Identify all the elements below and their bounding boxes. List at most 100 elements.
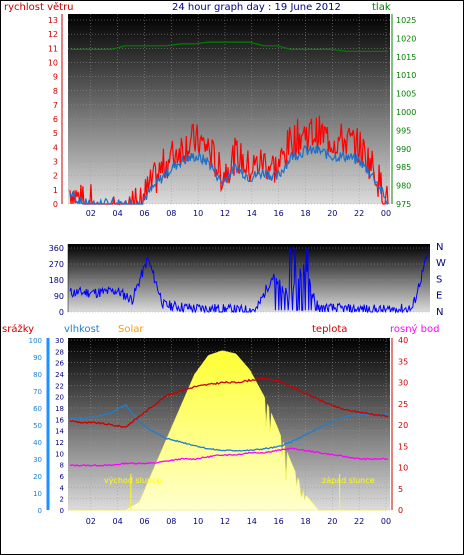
climate-panel-x-ticks: 02 04 06 08 10 12 14 16 18 20 22 00 xyxy=(86,517,391,526)
humidity-series xyxy=(69,403,388,452)
wind-tick-label: 2 xyxy=(53,172,58,181)
sunrise-label: východ slunce xyxy=(104,476,161,485)
wind-panel-x-ticks: 02 04 06 08 10 12 14 16 18 20 22 00 xyxy=(86,209,391,218)
wind-tick-label: 1 xyxy=(53,186,58,195)
x-tick-label: 06 xyxy=(139,517,149,526)
rain-tick-label: 90 xyxy=(33,354,42,362)
wind-tick-label: 6 xyxy=(53,115,58,124)
wind-tick-label: 7 xyxy=(53,101,58,110)
x-tick-label: 12 xyxy=(220,517,230,526)
x-tick-label: 18 xyxy=(300,517,310,526)
temperature-tick-label: 20 xyxy=(398,421,408,430)
x-tick-label: 10 xyxy=(193,517,203,526)
temperature-tick-label: 40 xyxy=(398,336,408,345)
temperature-tick-label: 0 xyxy=(398,506,403,515)
humidity-tick-label: 8 xyxy=(60,462,64,470)
rain-tick-label: 10 xyxy=(33,490,42,498)
direction-tick-label: 270 xyxy=(49,260,64,269)
wind-panel-series xyxy=(69,41,389,206)
pressure-tick-label: 1015 xyxy=(396,53,416,62)
temperature-series xyxy=(69,376,389,429)
compass-label: N xyxy=(436,307,443,318)
humidity-tick-label: 24 xyxy=(55,371,64,379)
humidity-tick-label: 26 xyxy=(55,360,64,368)
direction-panel-background xyxy=(68,244,430,312)
x-tick-label: 22 xyxy=(354,517,364,526)
pressure-tick-label: 1005 xyxy=(396,90,416,99)
humidity-tick-label: 4 xyxy=(60,484,65,492)
wind-tick-label: 5 xyxy=(53,129,58,138)
x-tick-label: 02 xyxy=(86,209,96,218)
humidity-tick-label: 30 xyxy=(55,337,64,345)
humidity-tick-label: 2 xyxy=(60,496,64,504)
rain-tick-label: 20 xyxy=(33,473,42,481)
temperature-tick-label: 35 xyxy=(398,357,408,366)
x-tick-label: 20 xyxy=(327,517,337,526)
pressure-tick-label: 990 xyxy=(396,145,411,154)
rain-tick-label: 0 xyxy=(38,507,42,515)
wind-tick-label: 9 xyxy=(53,73,58,82)
wind-tick-label: 13 xyxy=(48,16,58,25)
chart-title: 24 hour graph day : 19 June 2012 xyxy=(172,2,341,13)
rain-tick-label: 80 xyxy=(33,371,42,379)
temperature-tick-label: 10 xyxy=(398,464,408,473)
rain-tick-label: 100 xyxy=(29,337,42,345)
wind-average-series xyxy=(69,145,389,206)
x-tick-label: 08 xyxy=(166,209,176,218)
rain-axis-label: srážky xyxy=(2,323,34,335)
rain-tick-label: 30 xyxy=(33,456,42,464)
humidity-tick-label: 18 xyxy=(55,405,64,413)
x-tick-label: 00 xyxy=(381,209,391,218)
humidity-tick-label: 12 xyxy=(55,439,64,447)
temperature-axis-label: teplota xyxy=(312,324,347,335)
compass-label: E xyxy=(436,291,442,302)
x-tick-label: 02 xyxy=(86,517,96,526)
x-tick-label: 04 xyxy=(113,209,123,218)
pressure-series xyxy=(70,41,388,52)
rain-tick-label: 70 xyxy=(33,388,42,396)
rain-tick-label: 60 xyxy=(33,405,42,413)
humidity-tick-label: 0 xyxy=(60,507,64,515)
compass-label: S xyxy=(436,274,442,285)
dew-point-axis-label: rosný bod xyxy=(390,323,439,335)
temperature-tick-label: 15 xyxy=(398,442,408,451)
pressure-tick-label: 1020 xyxy=(396,34,416,43)
x-tick-label: 08 xyxy=(166,517,176,526)
x-tick-label: 20 xyxy=(327,209,337,218)
direction-tick-label: 90 xyxy=(54,292,64,301)
temperature-tick-label: 5 xyxy=(398,485,403,494)
direction-panel-series xyxy=(69,247,429,314)
pressure-tick-label: 1010 xyxy=(396,71,416,80)
solar-axis-label: Solar xyxy=(118,324,144,335)
humidity-tick-label: 28 xyxy=(55,348,64,356)
x-tick-label: 14 xyxy=(247,209,257,218)
wind-direction-series xyxy=(69,247,429,314)
temperature-tick-label: 25 xyxy=(398,400,408,409)
pressure-tick-label: 995 xyxy=(396,126,411,135)
direction-tick-label: 0 xyxy=(59,308,64,317)
climate-panel-series xyxy=(69,350,389,511)
humidity-tick-label: 6 xyxy=(60,473,65,481)
sunset-label: západ slunce xyxy=(322,476,375,485)
humidity-tick-label: 20 xyxy=(55,394,64,402)
pressure-axis-label: tlak xyxy=(372,2,391,13)
temperature-tick-label: 30 xyxy=(398,379,408,388)
pressure-tick-label: 985 xyxy=(396,163,411,172)
rain-tick-label: 50 xyxy=(33,422,42,430)
x-tick-label: 16 xyxy=(274,209,284,218)
x-tick-label: 06 xyxy=(139,209,149,218)
x-tick-label: 00 xyxy=(381,517,391,526)
wind-tick-label: 3 xyxy=(53,158,58,167)
pressure-axis-ticks: 975 980 985 990 995 1000 1005 1010 1015 1020 1025 xyxy=(391,14,416,209)
humidity-axis-label: vlhkost xyxy=(64,324,100,335)
humidity-tick-label: 14 xyxy=(55,428,64,436)
pressure-tick-label: 975 xyxy=(396,200,411,209)
climate-axis-ticks: 0246810121416182022242628300102030405060… xyxy=(29,336,409,515)
x-tick-label: 22 xyxy=(354,209,364,218)
rain-tick-label: 40 xyxy=(33,439,42,447)
wind-tick-label: 0 xyxy=(53,200,58,209)
pressure-tick-label: 980 xyxy=(396,182,411,191)
pressure-tick-label: 1000 xyxy=(396,108,416,117)
